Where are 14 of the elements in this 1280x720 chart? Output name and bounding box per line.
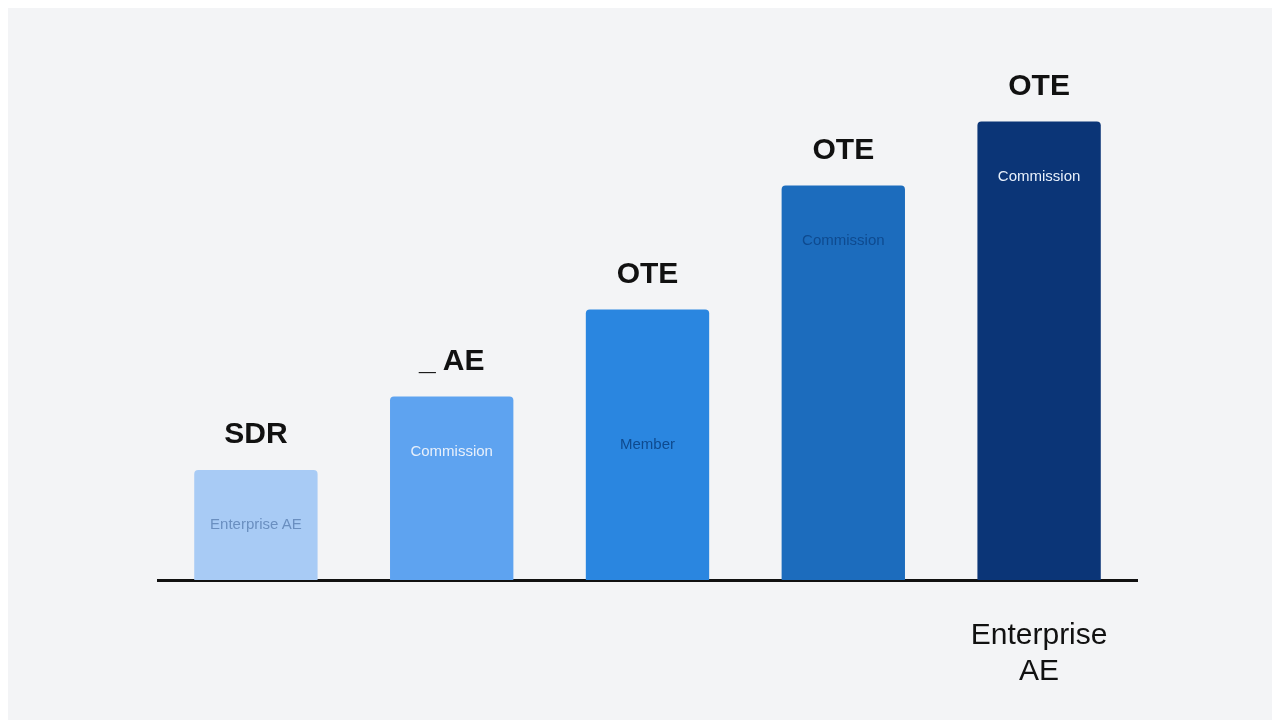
annotation: Member bbox=[619, 434, 676, 452]
annotation: Commission bbox=[410, 441, 493, 459]
bar bbox=[781, 185, 905, 580]
annotation: Enterprise AE bbox=[210, 515, 302, 533]
bar bbox=[977, 121, 1101, 580]
bar bbox=[585, 309, 710, 580]
annotation: OTE bbox=[616, 255, 679, 289]
bar bbox=[194, 469, 318, 580]
annotation: _ AE bbox=[417, 342, 485, 376]
bar bbox=[390, 396, 514, 580]
annotation: OTE bbox=[812, 131, 875, 165]
text: OTE bbox=[1008, 67, 1070, 101]
annotation: SDR bbox=[224, 416, 288, 450]
annotation: Commission bbox=[997, 166, 1081, 184]
